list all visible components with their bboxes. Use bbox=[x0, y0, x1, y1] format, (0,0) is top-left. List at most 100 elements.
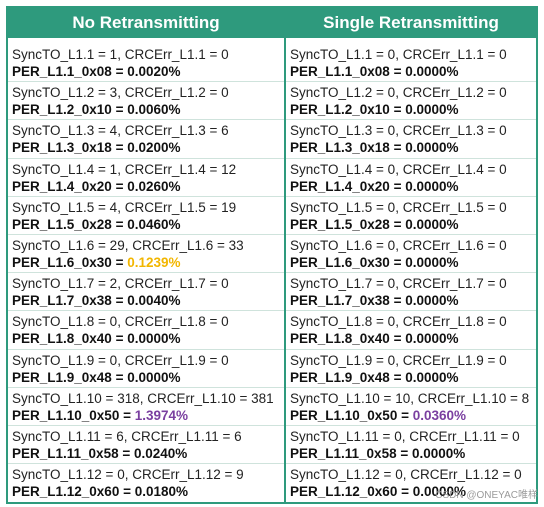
column-single-retransmitting: Single Retransmitting SyncTO_L1.1 = 0, C… bbox=[286, 8, 536, 502]
per-value: 0.0000% bbox=[412, 484, 467, 500]
per-line: PER_L1.11_0x58 = 0.0240% bbox=[12, 445, 188, 461]
comparison-table: No Retransmitting SyncTO_L1.1 = 1, CRCEr… bbox=[6, 6, 538, 504]
per-value: 0.0000% bbox=[405, 64, 459, 79]
table-row: SyncTO_L1.4 = 0, CRCErr_L1.4 = 0 PER_L1.4… bbox=[286, 159, 536, 197]
sync-crc-line: SyncTO_L1.2 = 0, CRCErr_L1.2 = 0 bbox=[290, 85, 507, 101]
per-value: 0.0000% bbox=[411, 445, 466, 461]
sync-crc-line: SyncTO_L1.6 = 29, CRCErr_L1.6 = 33 bbox=[12, 237, 244, 253]
per-value: 0.0040% bbox=[127, 293, 181, 309]
sync-crc-line: SyncTO_L1.11 = 6, CRCErr_L1.11 = 6 bbox=[12, 428, 242, 444]
sync-crc-line: SyncTO_L1.9 = 0, CRCErr_L1.9 = 0 bbox=[12, 352, 229, 368]
per-value: 0.0060% bbox=[127, 102, 181, 118]
table-row: SyncTO_L1.2 = 3, CRCErr_L1.2 = 0 PER_L1.2… bbox=[8, 82, 284, 121]
sync-crc-line: SyncTO_L1.1 = 0, CRCErr_L1.1 = 0 bbox=[290, 47, 507, 62]
per-line: PER_L1.5_0x28 = 0.0000% bbox=[290, 216, 459, 232]
table-row: SyncTO_L1.3 = 0, CRCErr_L1.3 = 0 PER_L1.3… bbox=[286, 120, 536, 159]
sync-crc-line: SyncTO_L1.12 = 0, CRCErr_L1.12 = 9 bbox=[12, 467, 244, 483]
table-row: SyncTO_L1.9 = 0, CRCErr_L1.9 = 0 PER_L1.9… bbox=[286, 350, 536, 388]
table-row: SyncTO_L1.8 = 0, CRCErr_L1.8 = 0 PER_L1.8… bbox=[8, 311, 284, 350]
table-row: SyncTO_L1.3 = 4, CRCErr_L1.3 = 6 PER_L1.3… bbox=[8, 120, 284, 159]
sync-crc-line: SyncTO_L1.11 = 0, CRCErr_L1.11 = 0 bbox=[290, 428, 520, 444]
per-value: 0.0260% bbox=[127, 178, 181, 194]
rows-right: SyncTO_L1.1 = 0, CRCErr_L1.1 = 0 PER_L1.1… bbox=[286, 40, 536, 502]
table-row: SyncTO_L1.6 = 29, CRCErr_L1.6 = 33 PER_L1… bbox=[8, 235, 284, 274]
per-value: 0.0000% bbox=[405, 102, 459, 118]
sync-crc-line: SyncTO_L1.8 = 0, CRCErr_L1.8 = 0 bbox=[290, 314, 507, 330]
table-row: SyncTO_L1.7 = 0, CRCErr_L1.7 = 0 PER_L1.7… bbox=[286, 273, 536, 312]
table-row: SyncTO_L1.11 = 0, CRCErr_L1.11 = 0 PER_L1… bbox=[286, 426, 536, 465]
sync-crc-line: SyncTO_L1.3 = 0, CRCErr_L1.3 = 0 bbox=[290, 123, 507, 139]
table-row: SyncTO_L1.5 = 0, CRCErr_L1.5 = 0 PER_L1.5… bbox=[286, 197, 536, 235]
per-line: PER_L1.12_0x60 = 0.0180% bbox=[12, 484, 189, 500]
table-row: SyncTO_L1.10 = 318, CRCErr_L1.10 = 381 PE… bbox=[8, 388, 284, 426]
header-underline bbox=[8, 38, 284, 40]
per-line: PER_L1.6_0x30 = 0.1239% bbox=[12, 254, 181, 270]
per-value: 0.0000% bbox=[405, 216, 459, 232]
sync-crc-line: SyncTO_L1.12 = 0, CRCErr_L1.12 = 0 bbox=[290, 467, 522, 483]
sync-crc-line: SyncTO_L1.7 = 2, CRCErr_L1.7 = 0 bbox=[12, 276, 229, 292]
per-value: 0.0200% bbox=[127, 140, 181, 156]
per-line: PER_L1.2_0x10 = 0.0000% bbox=[290, 102, 459, 118]
per-value: 0.0460% bbox=[127, 216, 181, 232]
per-line: PER_L1.8_0x40 = 0.0000% bbox=[12, 331, 181, 347]
table-row: SyncTO_L1.12 = 0, CRCErr_L1.12 = 0 PER_L1… bbox=[286, 464, 536, 502]
watermark-text: CSDN @ONEYAC唯样 bbox=[435, 490, 538, 501]
rows-left: SyncTO_L1.1 = 1, CRCErr_L1.1 = 0 PER_L1.1… bbox=[8, 40, 284, 502]
per-value: 0.0000% bbox=[405, 331, 459, 347]
table-row: SyncTO_L1.1 = 0, CRCErr_L1.1 = 0 PER_L1.1… bbox=[286, 44, 536, 83]
per-value-critical: 0.0360% bbox=[412, 407, 467, 423]
table-row: SyncTO_L1.10 = 10, CRCErr_L1.10 = 8 PER_L… bbox=[286, 388, 536, 426]
header-single-retransmitting: Single Retransmitting bbox=[286, 8, 536, 38]
per-line: PER_L1.9_0x48 = 0.0000% bbox=[12, 369, 181, 385]
sync-crc-line: SyncTO_L1.1 = 1, CRCErr_L1.1 = 0 bbox=[12, 47, 229, 62]
column-divider bbox=[284, 8, 286, 502]
table-row: SyncTO_L1.4 = 1, CRCErr_L1.4 = 12 PER_L1.… bbox=[8, 159, 284, 197]
per-line: PER_L1.10_0x50 = 1.3974% bbox=[12, 407, 189, 423]
per-value: 0.0240% bbox=[133, 445, 188, 461]
per-value: 0.0000% bbox=[405, 140, 459, 156]
per-line: PER_L1.8_0x40 = 0.0000% bbox=[290, 331, 459, 347]
sync-crc-line: SyncTO_L1.6 = 0, CRCErr_L1.6 = 0 bbox=[290, 237, 507, 253]
per-line: PER_L1.6_0x30 = 0.0000% bbox=[290, 254, 459, 270]
sync-crc-line: SyncTO_L1.10 = 318, CRCErr_L1.10 = 381 bbox=[12, 390, 274, 406]
per-line: PER_L1.1_0x08 = 0.0000% bbox=[290, 64, 459, 79]
table-row: SyncTO_L1.1 = 1, CRCErr_L1.1 = 0 PER_L1.1… bbox=[8, 44, 284, 83]
table-row: SyncTO_L1.9 = 0, CRCErr_L1.9 = 0 PER_L1.9… bbox=[8, 350, 284, 388]
header-no-retransmitting: No Retransmitting bbox=[8, 8, 284, 38]
per-line: PER_L1.12_0x60 = 0.0000% bbox=[290, 484, 467, 500]
per-line: PER_L1.11_0x58 = 0.0000% bbox=[290, 445, 466, 461]
per-line: PER_L1.3_0x18 = 0.0200% bbox=[12, 140, 181, 156]
per-value: 0.0180% bbox=[134, 484, 189, 500]
table-row: SyncTO_L1.2 = 0, CRCErr_L1.2 = 0 PER_L1.2… bbox=[286, 82, 536, 121]
table-row: SyncTO_L1.12 = 0, CRCErr_L1.12 = 9 PER_L1… bbox=[8, 464, 284, 502]
sync-crc-line: SyncTO_L1.8 = 0, CRCErr_L1.8 = 0 bbox=[12, 314, 229, 330]
table-row: SyncTO_L1.7 = 2, CRCErr_L1.7 = 0 PER_L1.7… bbox=[8, 273, 284, 312]
per-line: PER_L1.1_0x08 = 0.0020% bbox=[12, 64, 181, 79]
per-line: PER_L1.2_0x10 = 0.0060% bbox=[12, 102, 181, 118]
sync-crc-line: SyncTO_L1.7 = 0, CRCErr_L1.7 = 0 bbox=[290, 276, 507, 292]
column-no-retransmitting: No Retransmitting SyncTO_L1.1 = 1, CRCEr… bbox=[8, 8, 284, 502]
per-value: 0.0000% bbox=[127, 369, 181, 385]
per-line: PER_L1.5_0x28 = 0.0460% bbox=[12, 216, 181, 232]
table-row: SyncTO_L1.6 = 0, CRCErr_L1.6 = 0 PER_L1.6… bbox=[286, 235, 536, 274]
per-line: PER_L1.10_0x50 = 0.0360% bbox=[290, 407, 467, 423]
per-value-warning: 0.1239% bbox=[127, 254, 181, 270]
per-line: PER_L1.9_0x48 = 0.0000% bbox=[290, 369, 459, 385]
sync-crc-line: SyncTO_L1.3 = 4, CRCErr_L1.3 = 6 bbox=[12, 123, 229, 139]
per-value: 0.0000% bbox=[405, 178, 459, 194]
per-line: PER_L1.4_0x20 = 0.0000% bbox=[290, 178, 459, 194]
sync-crc-line: SyncTO_L1.9 = 0, CRCErr_L1.9 = 0 bbox=[290, 352, 507, 368]
sync-crc-line: SyncTO_L1.2 = 3, CRCErr_L1.2 = 0 bbox=[12, 85, 229, 101]
per-line: PER_L1.3_0x18 = 0.0000% bbox=[290, 140, 459, 156]
sync-crc-line: SyncTO_L1.10 = 10, CRCErr_L1.10 = 8 bbox=[290, 390, 530, 406]
sync-crc-line: SyncTO_L1.4 = 1, CRCErr_L1.4 = 12 bbox=[12, 161, 237, 177]
sync-crc-line: SyncTO_L1.5 = 4, CRCErr_L1.5 = 19 bbox=[12, 199, 237, 215]
header-underline bbox=[286, 38, 536, 40]
table-row: SyncTO_L1.8 = 0, CRCErr_L1.8 = 0 PER_L1.8… bbox=[286, 311, 536, 350]
per-line: PER_L1.7_0x38 = 0.0040% bbox=[12, 293, 181, 309]
sync-crc-line: SyncTO_L1.4 = 0, CRCErr_L1.4 = 0 bbox=[290, 161, 507, 177]
per-value: 0.0000% bbox=[405, 293, 459, 309]
per-line: PER_L1.4_0x20 = 0.0260% bbox=[12, 178, 181, 194]
per-value: 0.0000% bbox=[405, 254, 459, 270]
per-value-critical: 1.3974% bbox=[134, 407, 189, 423]
